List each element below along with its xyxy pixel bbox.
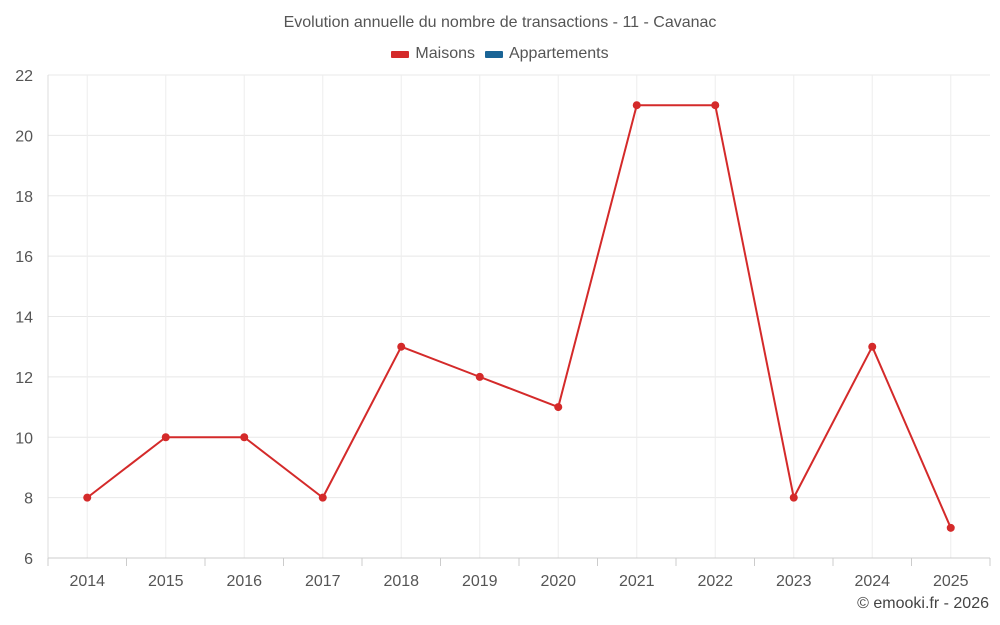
y-tick-label-10: 10 bbox=[15, 430, 33, 447]
legend-label-appartements: Appartements bbox=[508, 45, 609, 62]
data-point-maisons-2025[interactable] bbox=[946, 523, 955, 532]
y-tick-label-14: 14 bbox=[15, 310, 33, 327]
y-tick-label-6: 6 bbox=[24, 551, 33, 568]
data-point-maisons-2014[interactable] bbox=[83, 493, 92, 502]
credit-text: © emooki.fr - 2026 bbox=[857, 595, 989, 612]
data-point-maisons-2016[interactable] bbox=[240, 433, 249, 442]
x-tick-label-2020: 2020 bbox=[540, 573, 576, 590]
data-point-maisons-2023[interactable] bbox=[789, 493, 798, 502]
x-tick-label-2018: 2018 bbox=[383, 573, 419, 590]
x-tick-label-2021: 2021 bbox=[619, 573, 655, 590]
y-tick-label-8: 8 bbox=[24, 491, 33, 508]
legend-item-maisons[interactable]: Maisons bbox=[391, 45, 475, 63]
x-tick-label-2019: 2019 bbox=[462, 573, 498, 590]
data-point-maisons-2020[interactable] bbox=[554, 403, 563, 412]
axis-layer bbox=[47, 75, 991, 566]
legend: Maisons Appartements bbox=[0, 45, 1000, 63]
y-tick-label-12: 12 bbox=[15, 370, 33, 387]
chart-title: Evolution annuelle du nombre de transact… bbox=[283, 14, 717, 31]
y-tick-label-18: 18 bbox=[15, 189, 33, 206]
series-line-maisons bbox=[86, 104, 952, 529]
data-point-maisons-2021[interactable] bbox=[632, 101, 641, 110]
data-point-maisons-2022[interactable] bbox=[711, 101, 720, 110]
data-point-maisons-2015[interactable] bbox=[161, 433, 170, 442]
grid-layer bbox=[48, 74, 990, 559]
x-tick-label-2015: 2015 bbox=[148, 573, 184, 590]
y-tick-label-22: 22 bbox=[15, 68, 33, 85]
x-tick-label-2025: 2025 bbox=[933, 573, 969, 590]
data-point-maisons-2019[interactable] bbox=[475, 372, 484, 381]
legend-label-maisons: Maisons bbox=[415, 45, 475, 62]
x-tick-label-2024: 2024 bbox=[854, 573, 890, 590]
data-point-maisons-2017[interactable] bbox=[318, 493, 327, 502]
x-tick-label-2017: 2017 bbox=[305, 573, 341, 590]
x-tick-label-2023: 2023 bbox=[776, 573, 812, 590]
legend-item-appartements[interactable]: Appartements bbox=[484, 45, 609, 63]
x-tick-label-2016: 2016 bbox=[226, 573, 262, 590]
x-tick-label-2022: 2022 bbox=[697, 573, 733, 590]
legend-swatch-maisons bbox=[391, 50, 410, 58]
y-tick-label-16: 16 bbox=[15, 249, 33, 266]
x-tick-label-2014: 2014 bbox=[69, 573, 105, 590]
legend-swatch-appartements bbox=[484, 50, 503, 58]
series-layer bbox=[83, 101, 955, 532]
data-point-maisons-2018[interactable] bbox=[397, 342, 406, 351]
data-point-maisons-2024[interactable] bbox=[868, 342, 877, 351]
y-tick-label-20: 20 bbox=[15, 128, 33, 145]
